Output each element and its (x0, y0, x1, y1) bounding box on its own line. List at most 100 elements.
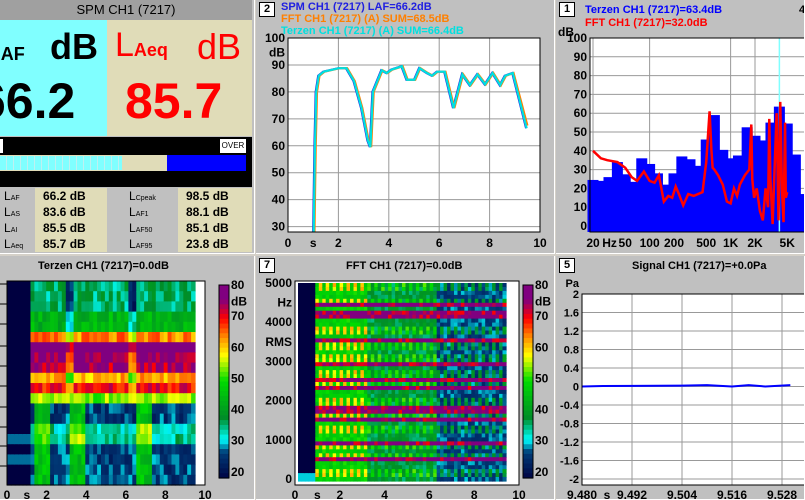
spectrogram-cell (336, 298, 341, 304)
spectrogram-cell (460, 429, 465, 435)
spectrogram-cell (315, 350, 320, 355)
spectrogram-cell (298, 322, 303, 328)
spectrogram-cell (322, 401, 327, 407)
legend-fft: FFT CH1 (7217)=32.0dB (585, 17, 708, 29)
spectrogram-cell (304, 322, 309, 328)
spectrogram-cell (457, 437, 462, 442)
spectrogram-cell (353, 437, 358, 442)
spectrogram-cell (322, 409, 327, 415)
spectrogram-cell (395, 283, 400, 288)
spectrogram-cell (415, 306, 420, 312)
spectrogram-cell (101, 352, 106, 364)
series-line-2 (312, 64, 528, 233)
spectrogram-cell (405, 318, 410, 324)
spectrogram-cell (97, 464, 102, 476)
spectrogram-cell (360, 457, 365, 462)
spectrogram-cell (301, 314, 306, 320)
spectrogram-cell (502, 342, 507, 347)
spectrogram-cell (77, 474, 82, 486)
spectrogram-cell (298, 350, 303, 355)
spectrogram-cell (336, 374, 341, 379)
spectrogram-cell (488, 437, 493, 442)
spectrogram-cell (38, 454, 43, 466)
panel-number[interactable]: 2 (259, 2, 275, 17)
spectrogram-cell (65, 454, 71, 466)
spectrogram-cell (155, 413, 161, 425)
spectrogram-cell (384, 322, 389, 328)
spectrogram-cell (388, 401, 393, 407)
spectrogram-cell (377, 401, 382, 407)
panel-number[interactable]: 1 (559, 2, 575, 17)
spectrogram-cell (301, 445, 306, 450)
fft-spectrogram[interactable]: 5000Hz4000RMS300020001000080dB7060504030… (256, 256, 555, 500)
spectrogram-cell (440, 350, 445, 355)
spectrogram-cell (329, 477, 334, 482)
spectrogram-cell (332, 318, 337, 324)
spectrogram-cell (454, 350, 459, 355)
spectrogram-cell (370, 374, 375, 379)
spectrogram-cell (499, 314, 504, 320)
spectrogram-cell (311, 310, 316, 316)
spectrogram-cell (384, 421, 389, 427)
spectrogram-cell (499, 310, 504, 316)
spectrogram-cell (298, 334, 303, 340)
spectrogram-cell (356, 421, 361, 427)
spectrogram-cell (499, 453, 504, 458)
spectrogram-cell (405, 382, 410, 387)
spectrogram-cell (367, 378, 372, 383)
spectrogram-cell (360, 334, 365, 340)
spectrogram-cell (460, 401, 465, 407)
spectrogram-cell (464, 461, 469, 466)
spectrogram-cell (34, 311, 39, 323)
spectrogram-cell (374, 477, 379, 482)
spectrogram-cell (426, 437, 431, 442)
spectrogram-cell (85, 301, 90, 313)
spectrogram-cell (353, 389, 358, 395)
spectrogram-cell (363, 397, 368, 403)
spectrogram-cell (336, 318, 341, 324)
spectrogram-cell (384, 362, 389, 367)
spectrogram-cell (7, 362, 12, 374)
spectrogram-cell (97, 291, 102, 302)
panel-number[interactable]: 7 (259, 258, 275, 273)
spectrogram-cell (10, 281, 16, 292)
spectrogram-cell (447, 314, 452, 320)
spectrogram-cell (471, 346, 476, 351)
spectrogram-cell (464, 453, 469, 458)
spectrogram-cell (471, 429, 476, 435)
spectrogram-cell (155, 301, 161, 313)
spectrogram-cell (436, 389, 441, 395)
spectrogram-cell (298, 449, 303, 454)
spectrogram-cell (388, 362, 393, 367)
spectrogram-cell (436, 437, 441, 442)
spectrogram-cell (433, 417, 438, 423)
spectrogram-cell (332, 449, 337, 454)
spectrogram-cell (464, 386, 469, 391)
spectrogram-cell (128, 434, 133, 445)
spectrogram-cell (69, 423, 75, 435)
colorbar-cell (523, 371, 533, 378)
spectrogram-cell (485, 362, 490, 367)
spectrogram-cell (502, 413, 507, 419)
spectrogram-cell (381, 425, 386, 431)
spectrogram-cell (426, 298, 431, 304)
spectrogram-cell (298, 314, 303, 320)
panel-number[interactable]: 5 (559, 258, 575, 273)
spectrogram-cell (422, 425, 427, 431)
spectrogram-cell (108, 281, 114, 292)
spectrogram-cell (502, 465, 507, 470)
spectrogram-cell (492, 473, 497, 478)
spectrogram-cell (388, 405, 393, 411)
spectrogram-cell (298, 294, 303, 300)
spectrogram-cell (325, 457, 330, 462)
spectrogram-cell (408, 294, 413, 300)
spectrogram-cell (329, 413, 334, 419)
spectrogram-cell (108, 321, 114, 333)
spectrogram-cell (363, 461, 368, 466)
spectrogram-cell (73, 474, 79, 486)
spectrogram-cell (374, 453, 379, 458)
